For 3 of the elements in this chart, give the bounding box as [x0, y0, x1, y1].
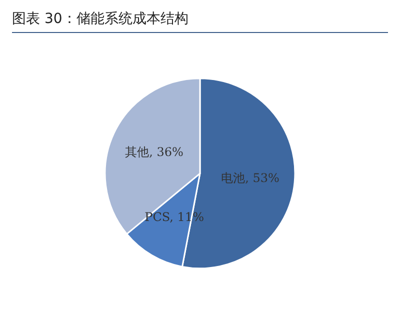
slice-label: 电池, 53%	[221, 171, 280, 186]
chart-title: 图表 30：储能系统成本结构	[11, 10, 190, 29]
slice-label: 其他, 36%	[125, 144, 184, 159]
